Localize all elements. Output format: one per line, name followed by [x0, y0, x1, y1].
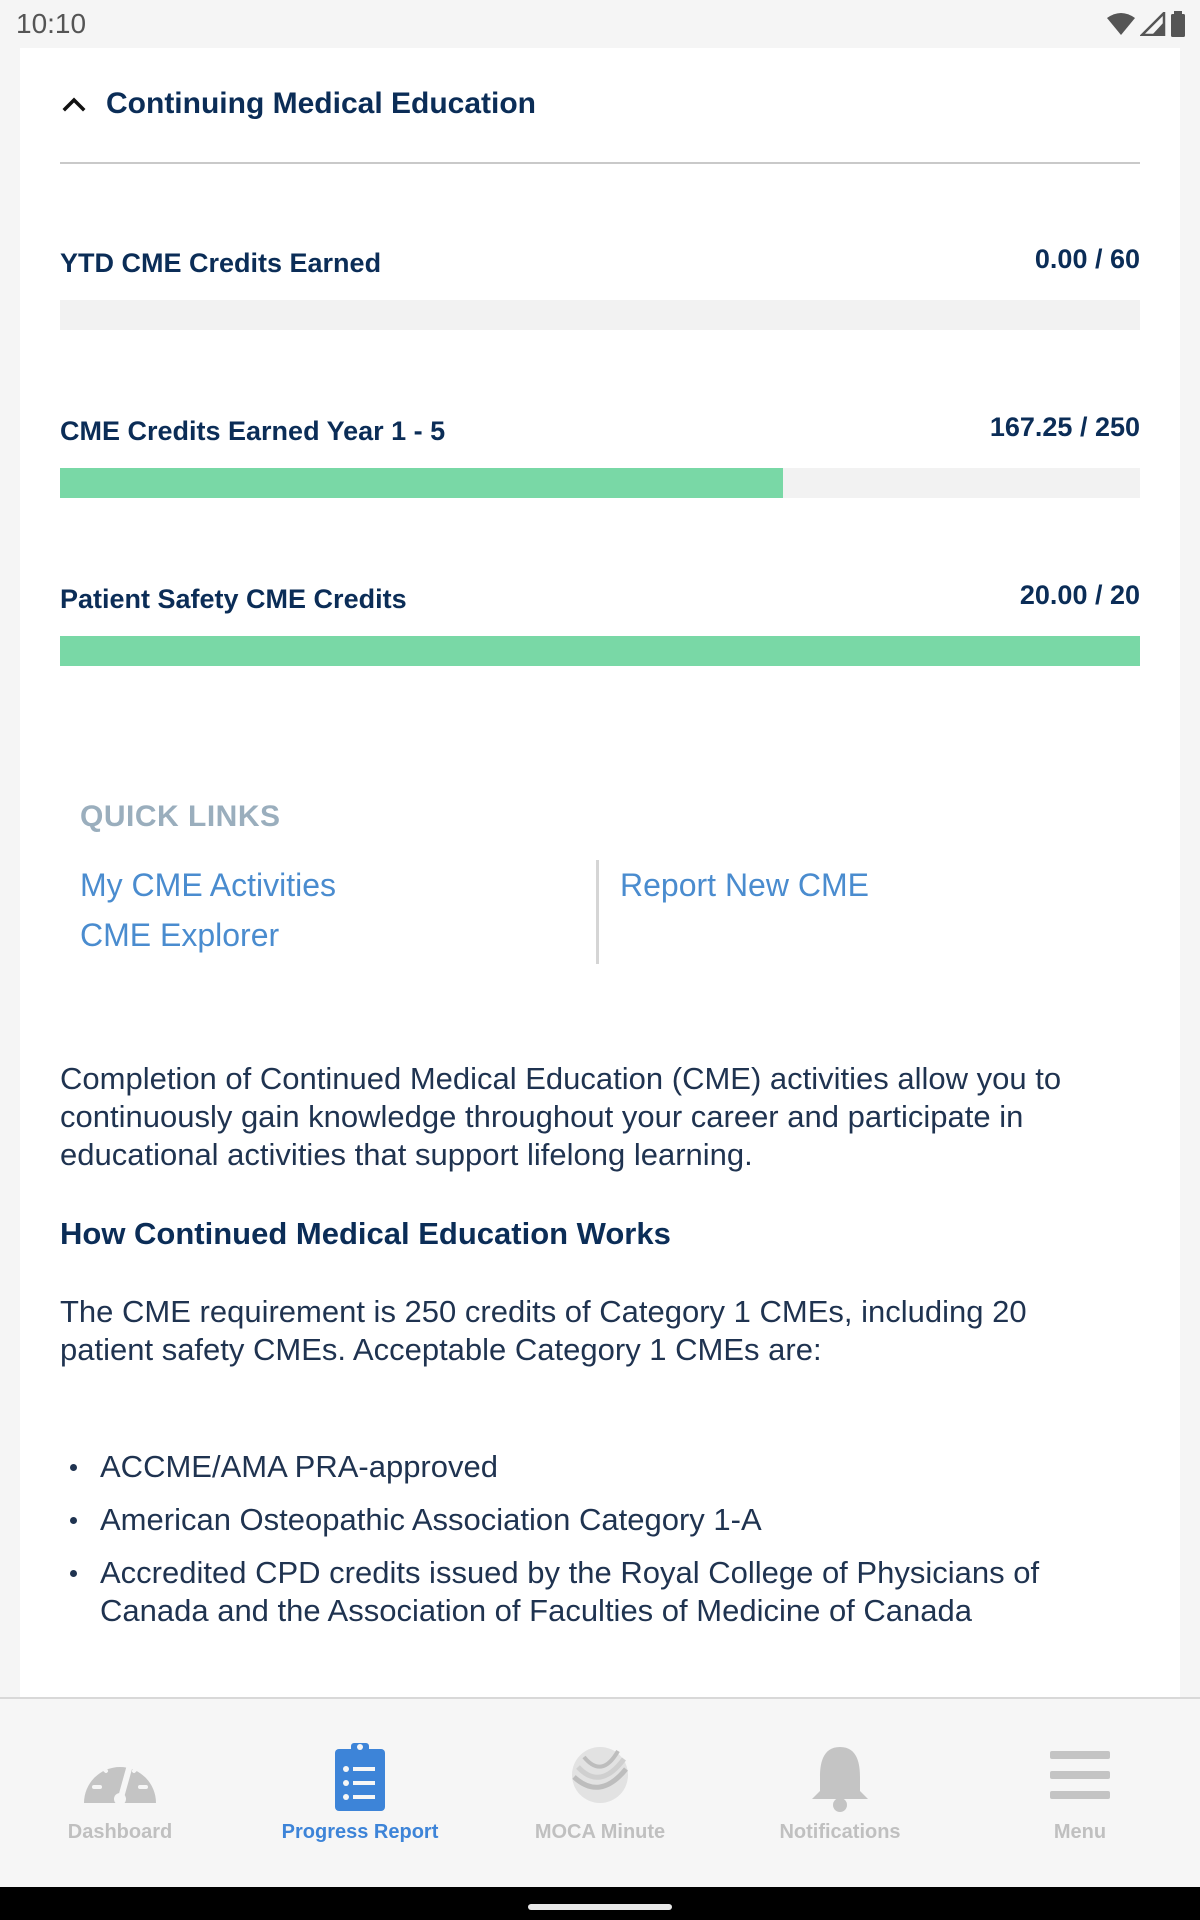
metric-label: Patient Safety CME Credits — [60, 584, 407, 614]
home-gesture-handle[interactable] — [528, 1904, 672, 1910]
my-cme-activities-link[interactable]: My CME Activities — [80, 867, 337, 903]
how-it-works-heading: How Continued Medical Education Works — [60, 1216, 671, 1251]
nav-menu[interactable]: Menu — [960, 1699, 1200, 1889]
gauge-icon — [84, 1755, 156, 1805]
metric-value: 167.25 / 250 — [989, 412, 1140, 442]
section-header[interactable]: Continuing Medical Education — [60, 84, 536, 124]
list-item: Accredited CPD credits issued by the Roy… — [60, 1554, 1120, 1630]
metric-label: CME Credits Earned Year 1 - 5 — [60, 416, 446, 446]
bottom-navigation: Dashboard Progress Report MOCA Minute — [0, 1697, 1200, 1889]
wifi-icon — [1107, 13, 1135, 35]
chevron-up-icon[interactable] — [60, 90, 88, 118]
section-title: Continuing Medical Education — [106, 87, 536, 120]
quick-links-right-column: Report New CME — [620, 860, 869, 910]
metric-value: 0.00 / 60 — [1034, 244, 1140, 274]
progress-bar — [60, 636, 1140, 666]
quick-links: QUICK LINKS My CME Activities CME Explor… — [80, 800, 1140, 1020]
moca-logo-icon — [572, 1747, 628, 1803]
bell-icon — [812, 1747, 868, 1812]
list-item-text: American Osteopathic Association Categor… — [100, 1502, 762, 1537]
nav-dashboard[interactable]: Dashboard — [0, 1699, 240, 1889]
progress-fill — [60, 468, 783, 498]
bullet-dot — [70, 1464, 77, 1471]
intro-paragraph: Completion of Continued Medical Educatio… — [60, 1061, 1062, 1172]
nav-notifications[interactable]: Notifications — [720, 1699, 960, 1889]
clipboard-list-icon — [335, 1743, 385, 1811]
status-time: 10:10 — [16, 8, 87, 39]
list-item-text: ACCME/AMA PRA-approved — [100, 1449, 498, 1484]
progress-fill — [60, 636, 1140, 666]
list-item: American Osteopathic Association Categor… — [60, 1501, 1120, 1539]
nav-label: Progress Report — [281, 1821, 439, 1843]
hamburger-icon — [1050, 1751, 1110, 1799]
metric-label: YTD CME Credits Earned — [60, 248, 382, 278]
nav-moca-minute[interactable]: MOCA Minute — [480, 1699, 720, 1889]
nav-label: Dashboard — [67, 1821, 173, 1843]
cme-card: Continuing Medical Education YTD CME Cre… — [20, 48, 1180, 1698]
acceptable-cme-list: ACCME/AMA PRA-approved American Osteopat… — [60, 1448, 1120, 1645]
progress-bar — [60, 300, 1140, 330]
status-icons — [1106, 10, 1186, 38]
nav-label: Menu — [1053, 1821, 1107, 1843]
list-item-text: Accredited CPD credits issued by the Roy… — [100, 1555, 1040, 1628]
bullet-dot — [70, 1570, 77, 1577]
cme-explorer-link[interactable]: CME Explorer — [80, 917, 280, 953]
system-navigation-bar — [0, 1887, 1200, 1920]
nav-label: Notifications — [779, 1821, 901, 1843]
nav-label: MOCA Minute — [534, 1821, 666, 1843]
bullet-dot — [70, 1517, 77, 1524]
list-item: ACCME/AMA PRA-approved — [60, 1448, 1120, 1486]
quick-links-left-column: My CME Activities CME Explorer — [80, 860, 336, 960]
status-bar: 10:10 — [0, 0, 1200, 48]
report-new-cme-link[interactable]: Report New CME — [620, 867, 869, 903]
nav-progress-report[interactable]: Progress Report — [240, 1699, 480, 1889]
cellular-signal-icon — [1140, 12, 1166, 36]
battery-icon — [1171, 11, 1185, 37]
metric-value: 20.00 / 20 — [1019, 580, 1140, 610]
requirement-paragraph: The CME requirement is 250 credits of Ca… — [60, 1294, 1027, 1367]
progress-bar — [60, 468, 1140, 498]
divider — [60, 162, 1140, 164]
quick-links-separator — [596, 860, 599, 964]
quick-links-title: QUICK LINKS — [80, 800, 281, 833]
